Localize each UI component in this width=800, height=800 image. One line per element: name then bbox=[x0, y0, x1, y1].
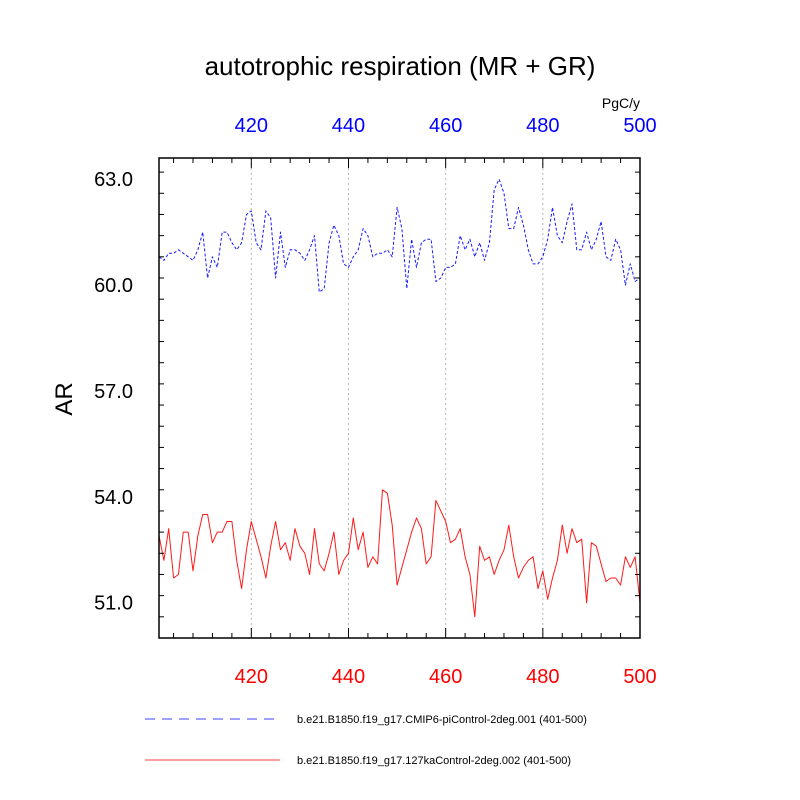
gridlines bbox=[250, 158, 544, 638]
xtick-label-top-480: 480 bbox=[526, 115, 559, 137]
xtick-label-bottom-480: 480 bbox=[526, 666, 559, 688]
xtick-label-bottom-500: 500 bbox=[623, 666, 656, 688]
xtick-label-top-440: 440 bbox=[332, 115, 365, 137]
xtick-label-bottom-420: 420 bbox=[235, 666, 268, 688]
series-layer bbox=[158, 178, 641, 618]
legend: b.e21.B1850.f19_g17.CMIP6-piControl-2deg… bbox=[145, 714, 587, 767]
y-axis-label: AR bbox=[51, 382, 78, 415]
ytick-label-60: 60.0 bbox=[94, 275, 133, 297]
chart-title: autotrophic respiration (MR + GR) bbox=[205, 51, 596, 81]
xtick-label-top-460: 460 bbox=[429, 115, 462, 137]
ytick-label-57: 57.0 bbox=[94, 381, 133, 403]
legend-label-0: b.e21.B1850.f19_g17.CMIP6-piControl-2deg… bbox=[297, 714, 587, 726]
ytick-label-54: 54.0 bbox=[94, 487, 133, 509]
tick-labels-layer: 51.0 54.0 57.0 60.0 63.0 420 420 440 440 460 460 48… bbox=[94, 115, 657, 688]
xtick-label-bottom-460: 460 bbox=[429, 666, 462, 688]
legend-item-1: b.e21.B1850.f19_g17.127kaControl-2deg.00… bbox=[145, 755, 571, 767]
series-line-0 bbox=[158, 178, 641, 293]
legend-label-1: b.e21.B1850.f19_g17.127kaControl-2deg.00… bbox=[297, 755, 571, 767]
ytick-label-63: 63.0 bbox=[94, 169, 133, 191]
series-line-1 bbox=[158, 489, 641, 618]
xtick-label-top-420: 420 bbox=[235, 115, 268, 137]
plot-frame bbox=[158, 157, 641, 639]
units-label: PgC/y bbox=[602, 95, 640, 111]
ytick-label-51: 51.0 bbox=[94, 593, 133, 615]
ticks-layer bbox=[159, 158, 641, 639]
legend-item-0: b.e21.B1850.f19_g17.CMIP6-piControl-2deg… bbox=[145, 714, 587, 726]
xtick-label-top-500: 500 bbox=[623, 115, 656, 137]
xtick-label-bottom-440: 440 bbox=[332, 666, 365, 688]
